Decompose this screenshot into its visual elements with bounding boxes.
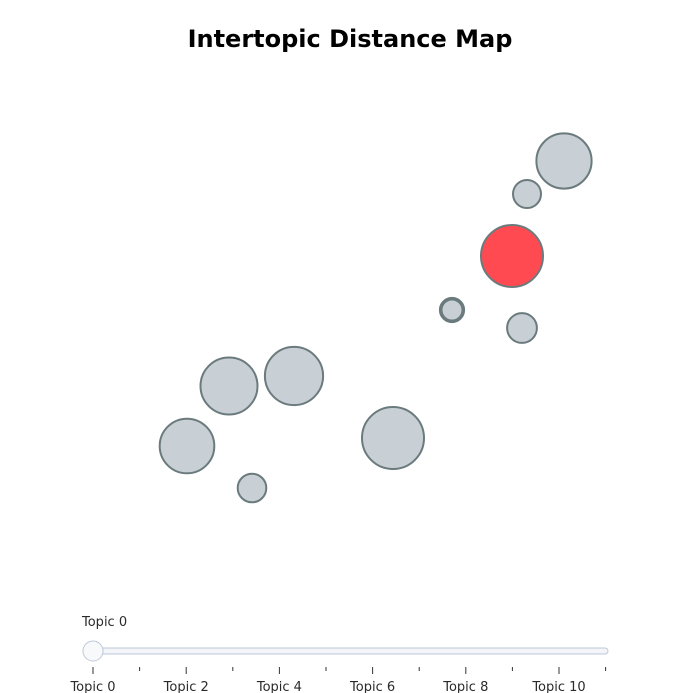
slider-tick-label: Topic 2	[163, 680, 209, 693]
topic-bubble-4[interactable]	[236, 472, 268, 504]
topic-bubble-10[interactable]	[535, 132, 593, 190]
slider-tick-label: Topic 10	[531, 680, 585, 693]
slider-current-label: Topic 0	[82, 615, 128, 630]
topic-bubble-1[interactable]	[506, 312, 538, 344]
topic-bubble-5[interactable]	[199, 356, 259, 416]
topic-bubble-2[interactable]	[263, 345, 325, 407]
slider-tick-label: Topic 6	[349, 680, 395, 693]
slider-ticks: Topic 0 Topic 2 Topic 4 Topic 6 Topic 8 Topic…	[69, 667, 607, 693]
topic-bubble-6[interactable]	[512, 179, 542, 209]
slider-tick-label: Topic 0	[69, 680, 115, 693]
bubbles-layer	[158, 132, 593, 504]
topic-bubble-9[interactable]	[361, 406, 425, 470]
topic-bubble-0-highlighted[interactable]	[480, 224, 544, 288]
chart-title: Intertopic Distance Map	[187, 25, 513, 53]
slider-handle[interactable]	[82, 640, 104, 662]
topic-slider[interactable]: Topic 0 Topic 2 Topic 4 Topic 6 Topic 8 Topic…	[69, 640, 609, 693]
slider-track[interactable]	[84, 647, 609, 655]
topic-bubble-7[interactable]	[440, 298, 464, 322]
slider-tick-label: Topic 8	[442, 680, 488, 693]
topic-bubble-8[interactable]	[158, 417, 216, 475]
slider-tick-label: Topic 4	[256, 680, 302, 693]
